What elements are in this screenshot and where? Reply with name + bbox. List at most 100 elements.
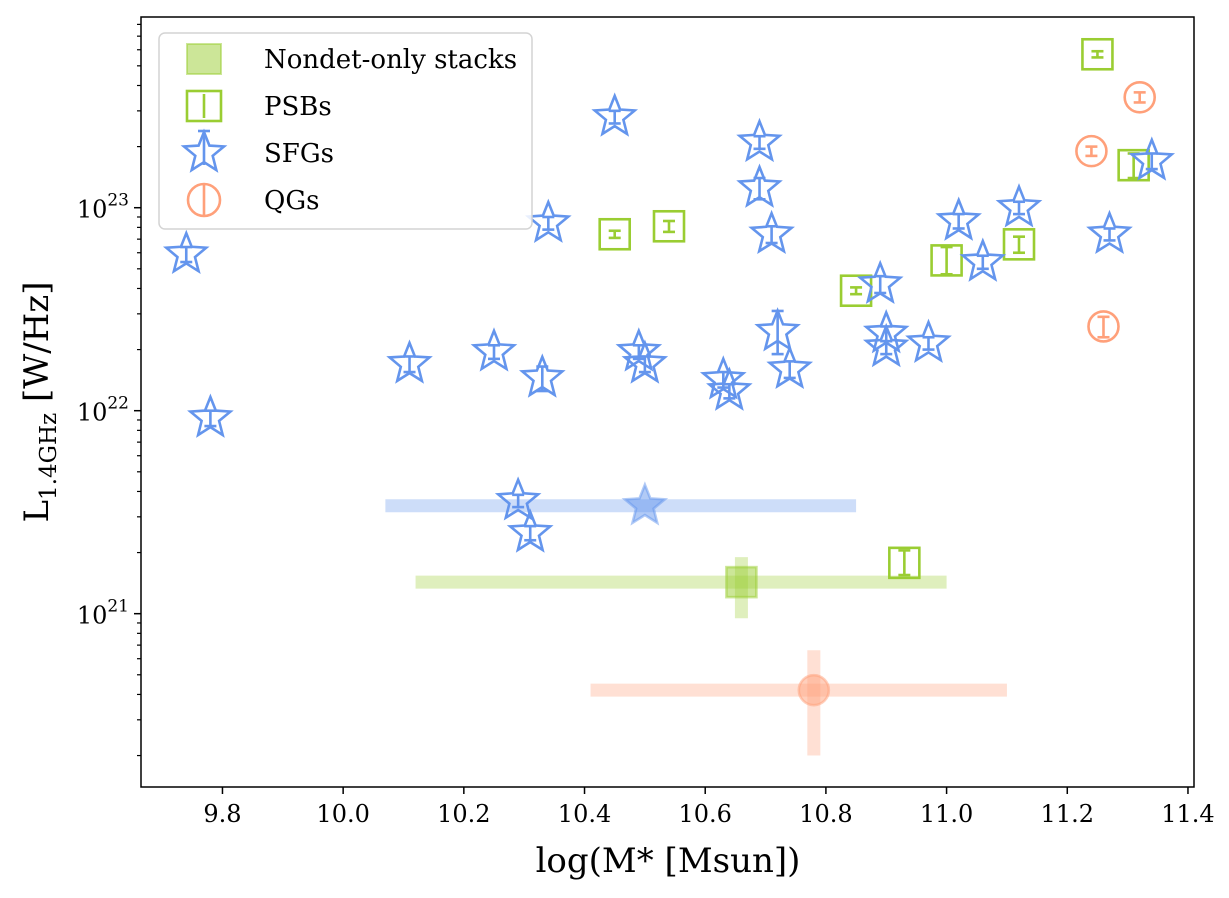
point-marker xyxy=(888,546,921,580)
data-point xyxy=(905,318,952,364)
stack-marker xyxy=(725,565,758,599)
x-tick-label: 11.2 xyxy=(1041,800,1094,828)
y-axis-title-main: L xyxy=(17,500,57,523)
data-point xyxy=(754,307,801,356)
point-marker xyxy=(1002,228,1036,261)
y-tick-base: 10 xyxy=(77,399,108,427)
data-point xyxy=(862,322,910,368)
point-marker xyxy=(1081,37,1114,71)
data-point xyxy=(470,327,518,372)
data-point xyxy=(995,183,1043,228)
series-psbs xyxy=(598,37,1150,580)
data-point xyxy=(518,353,566,398)
x-tick-label: 10.2 xyxy=(437,800,490,828)
x-tick-label: 11.0 xyxy=(920,800,973,828)
points-layer xyxy=(162,37,1176,580)
data-point xyxy=(959,237,1007,282)
legend-label: Nondet-only stacks xyxy=(264,45,517,75)
data-point xyxy=(1086,209,1133,255)
data-point xyxy=(706,366,753,411)
point-marker xyxy=(706,366,753,411)
data-point xyxy=(736,163,783,208)
point-marker xyxy=(1117,148,1150,182)
legend-label: SFGs xyxy=(264,139,334,169)
x-tick-label: 11.4 xyxy=(1161,800,1214,828)
legend-entry-3: QGs xyxy=(186,182,319,218)
legend-label: PSBs xyxy=(264,92,332,122)
series-sfgs xyxy=(162,92,1176,553)
data-point xyxy=(1081,37,1114,71)
x-tick-label: 10.4 xyxy=(558,800,611,828)
data-point xyxy=(598,217,631,251)
stack-marker xyxy=(621,481,669,526)
plot-frame xyxy=(140,16,1195,788)
stack-1 xyxy=(415,557,947,619)
stack-2 xyxy=(590,650,1007,756)
y-tick-exponent: 21 xyxy=(107,597,129,617)
stack-marker xyxy=(797,673,831,707)
data-point xyxy=(856,259,904,305)
point-marker xyxy=(699,355,747,400)
point-marker xyxy=(1087,310,1120,343)
y-tick-exponent: 22 xyxy=(107,394,129,414)
y-tick-label: 1021 xyxy=(77,597,129,630)
point-marker xyxy=(736,117,783,163)
data-point xyxy=(386,339,433,384)
y-tick-label: 1022 xyxy=(77,394,129,427)
point-marker xyxy=(1123,80,1156,114)
data-point xyxy=(1123,80,1156,114)
point-marker xyxy=(935,196,982,241)
data-point xyxy=(1128,136,1176,181)
point-marker xyxy=(162,229,210,275)
x-tick-label: 9.8 xyxy=(203,800,241,828)
data-point xyxy=(1087,310,1120,343)
point-marker xyxy=(494,476,542,521)
point-marker xyxy=(995,183,1043,228)
point-marker xyxy=(470,327,518,372)
data-point xyxy=(621,339,669,384)
data-point xyxy=(1075,134,1108,168)
legend: Nondet-only stacks PSBs SFGs QGs xyxy=(158,32,533,230)
point-marker xyxy=(524,198,572,243)
legend-entry-2: SFGs xyxy=(180,128,334,173)
point-marker xyxy=(1086,209,1133,255)
point-marker xyxy=(652,209,686,243)
y-axis-title-subscript: 1.4GHz xyxy=(36,413,62,500)
point-marker xyxy=(959,237,1007,282)
data-point xyxy=(494,476,542,521)
data-point xyxy=(1002,228,1036,261)
point-marker xyxy=(598,217,631,251)
legend-swatch-square xyxy=(185,89,223,123)
y-tick-label: 1023 xyxy=(77,191,129,224)
data-point xyxy=(162,229,210,275)
stack-0 xyxy=(385,481,857,526)
y-axis-title-unit: [W/Hz] xyxy=(17,281,57,412)
axes-layer: 9.8 10.0 10.2 10.4 10.6 10.8 11.0 11.2 11.410211… xyxy=(77,23,1215,828)
data-point xyxy=(699,355,747,400)
legend-swatch-filled-square xyxy=(186,43,222,75)
point-marker xyxy=(615,327,663,372)
legend-frame xyxy=(158,32,533,230)
legend-label: QGs xyxy=(264,186,319,216)
y-tick-base: 10 xyxy=(77,196,108,224)
series-qgs xyxy=(1075,80,1156,343)
data-point xyxy=(591,92,639,137)
data-point xyxy=(187,393,234,438)
data-point xyxy=(736,117,783,163)
data-point xyxy=(748,209,795,255)
stack-layer xyxy=(385,481,1007,756)
x-tick-label: 10.6 xyxy=(678,800,731,828)
data-point xyxy=(506,508,554,553)
point-marker xyxy=(905,318,952,364)
y-axis-title: L1.4GHz [W/Hz] xyxy=(17,281,62,522)
data-point xyxy=(930,244,963,277)
x-tick-label: 10.8 xyxy=(799,800,852,828)
data-point xyxy=(766,344,814,390)
point-marker xyxy=(862,322,910,368)
point-marker xyxy=(1075,134,1108,168)
x-tick-label: 10.0 xyxy=(316,800,369,828)
legend-entry-0: Nondet-only stacks xyxy=(186,43,517,75)
y-tick-base: 10 xyxy=(77,602,108,630)
point-marker xyxy=(591,92,639,137)
